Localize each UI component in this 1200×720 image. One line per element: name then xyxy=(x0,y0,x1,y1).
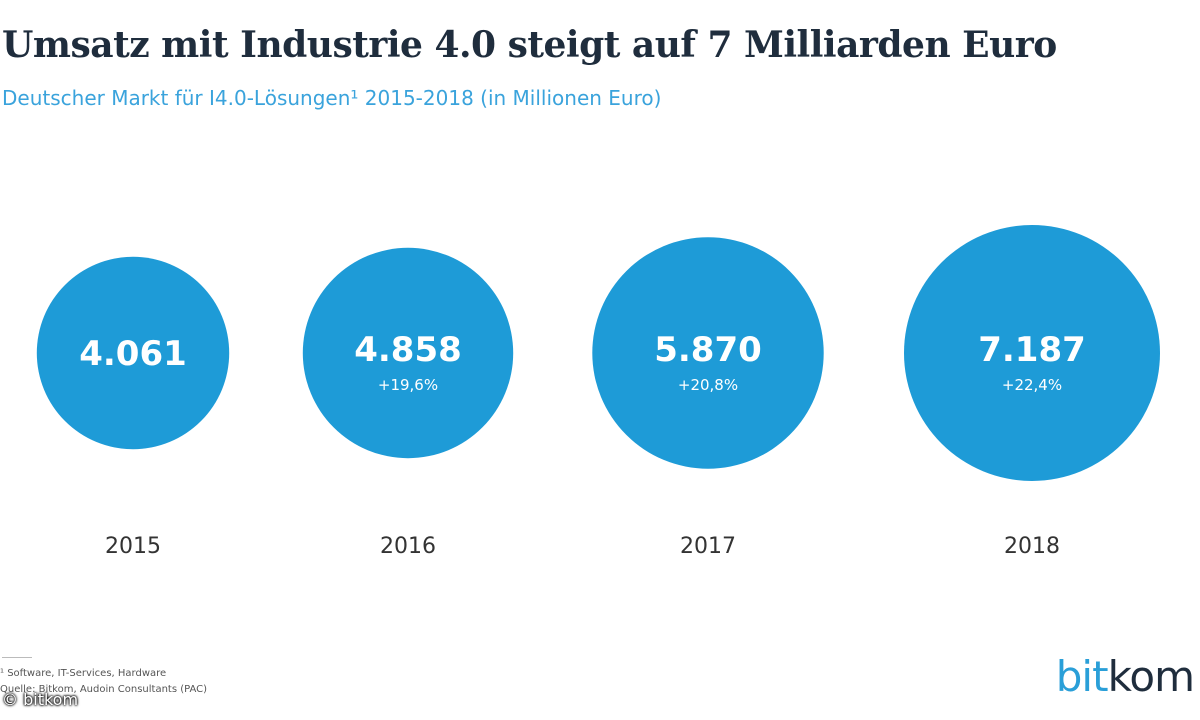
bubble-growth-2018: +22,4% xyxy=(1002,376,1062,394)
bubble-growth-2016: +19,6% xyxy=(378,376,438,394)
year-label-2016: 2016 xyxy=(380,534,436,559)
bubble-value-2016: 4.858 xyxy=(354,330,462,370)
bubble-2016 xyxy=(302,247,514,459)
year-label-2015: 2015 xyxy=(105,534,161,559)
bubbles-group: 4.061 2015 4.858 +19,6% 2016 5.870 +20,8% 2017 7… xyxy=(36,225,1160,559)
bubble-2015 xyxy=(36,256,230,450)
footnote-definition: ¹ Software, IT-Services, Hardware xyxy=(0,668,167,679)
chart-subtitle: Deutscher Markt für I4.0-Lösungen¹ 2015-… xyxy=(2,86,662,110)
bubble-growth-2017: +20,8% xyxy=(678,376,738,394)
bubble-value-2017: 5.870 xyxy=(654,330,762,370)
chart-title: Umsatz mit Industrie 4.0 steigt auf 7 Mi… xyxy=(2,24,1057,66)
bitkom-logo: bitkom xyxy=(1055,652,1195,701)
logo-part-1: bit xyxy=(1055,652,1109,701)
logo-part-2: kom xyxy=(1107,652,1195,701)
bubble-value-2018: 7.187 xyxy=(978,330,1086,370)
bubble-2017 xyxy=(592,237,824,469)
bubble-value-2015: 4.061 xyxy=(79,334,187,374)
copyright-watermark: © bitkom xyxy=(2,690,79,709)
year-label-2018: 2018 xyxy=(1004,534,1060,559)
year-label-2017: 2017 xyxy=(680,534,736,559)
footnote-source: Quelle: Bitkom, Audoin Consultants (PAC) xyxy=(0,684,208,695)
footnote-divider xyxy=(2,657,32,658)
bubble-2018 xyxy=(904,225,1160,481)
